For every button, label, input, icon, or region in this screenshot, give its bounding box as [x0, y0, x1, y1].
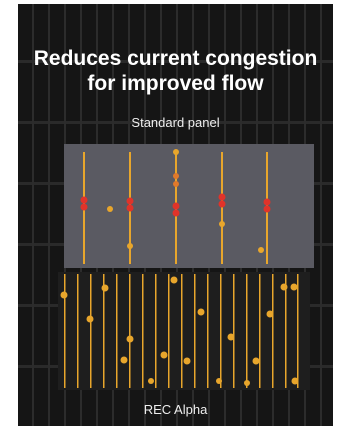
rec-alpha-current-dots: [60, 276, 299, 386]
current-dot: [127, 243, 133, 249]
current-dot: [219, 221, 225, 227]
conductor-line: [116, 274, 118, 388]
headline-line-2: for improved flow: [87, 72, 264, 95]
congestion-dot: [218, 193, 226, 201]
conductor-line: [103, 274, 105, 388]
current-dot: [101, 284, 109, 292]
rec-alpha-panel-cell: [58, 272, 310, 390]
congestion-dot: [126, 204, 134, 212]
current-dot: [86, 315, 94, 323]
conductor-line: [233, 274, 235, 388]
conductor-line: [129, 274, 131, 388]
current-dot: [227, 333, 235, 341]
current-dot: [173, 149, 179, 155]
comparison-panel: Reduces current congestion for improved …: [18, 4, 333, 426]
congestion-dot: [218, 200, 226, 208]
congestion-dot: [80, 203, 88, 211]
conductor-line: [207, 274, 209, 388]
conductor-line: [297, 274, 299, 388]
congestion-dot: [172, 202, 180, 210]
current-dot: [170, 276, 178, 284]
standard-panel-cell: [64, 144, 314, 268]
current-dot: [126, 335, 134, 343]
conductor-line: [221, 152, 223, 264]
conductor-line: [155, 274, 157, 388]
conductor-line: [194, 274, 196, 388]
conductor-line: [181, 274, 183, 388]
conductor-line: [142, 274, 144, 388]
current-dot: [120, 356, 128, 364]
conductor-line: [168, 274, 170, 388]
current-dot: [291, 377, 299, 385]
conductor-line: [64, 274, 66, 388]
headline: Reduces current congestion for improved …: [18, 46, 333, 96]
congestion-dot: [80, 196, 88, 204]
current-dot: [266, 310, 274, 318]
conductor-line: [246, 274, 248, 388]
congestion-dot: [263, 205, 271, 213]
congestion-dot: [172, 209, 180, 217]
conductor-line: [77, 274, 79, 388]
current-dot: [107, 206, 113, 212]
conductor-line: [285, 274, 287, 388]
standard-panel-label: Standard panel: [131, 115, 220, 130]
current-dot: [183, 357, 191, 365]
current-dot: [244, 380, 250, 386]
rec-alpha-conductors: [64, 274, 299, 388]
standard-panel-current-dots: [107, 149, 264, 253]
current-dot: [173, 181, 179, 187]
congestion-points: [80, 193, 271, 217]
current-dot: [60, 291, 68, 299]
congestion-dot: [263, 198, 271, 206]
headline-line-1: Reduces current congestion: [33, 47, 318, 70]
congestion-dot: [126, 197, 134, 205]
current-dot: [290, 283, 298, 291]
current-dot: [148, 378, 154, 384]
current-dot: [160, 351, 168, 359]
current-dot: [252, 357, 260, 365]
current-dot: [216, 378, 222, 384]
current-dot: [280, 283, 288, 291]
current-dot: [258, 247, 264, 253]
conductor-line: [220, 274, 222, 388]
conductor-line: [90, 274, 92, 388]
rec-alpha-label: REC Alpha: [143, 402, 208, 417]
conductor-line: [259, 274, 261, 388]
current-dot: [197, 308, 205, 316]
conductor-line: [272, 274, 274, 388]
flow-diagram: [58, 144, 314, 390]
current-dot: [173, 173, 179, 179]
